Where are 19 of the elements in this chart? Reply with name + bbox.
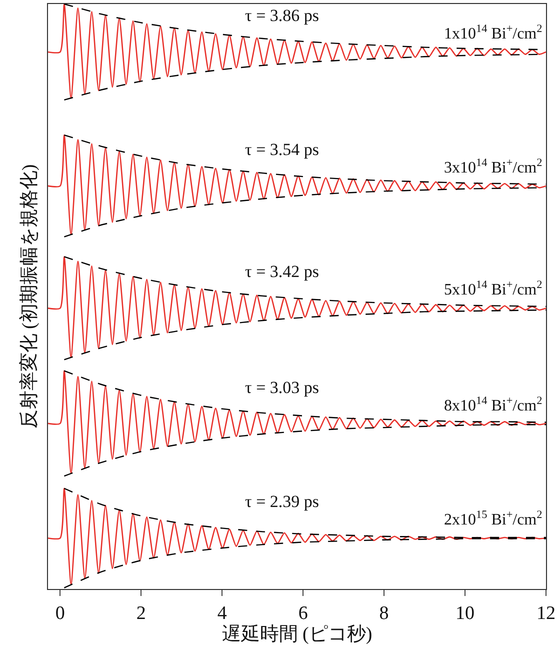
x-axis-title: 遅延時間 (ピコ秒) xyxy=(222,624,372,645)
annotation: τ = 2.39 ps xyxy=(245,492,320,511)
x-tick-label: 2 xyxy=(136,602,146,624)
annotation: 8x10$^{14}$ Bi$^{+}$/cm$^{2}$ xyxy=(444,395,542,415)
x-tick-label: 6 xyxy=(298,602,308,624)
x-tick-label: 4 xyxy=(217,602,228,624)
x-tick-label: 8 xyxy=(379,602,389,624)
annotation: 2x10$^{15}$ Bi$^{+}$/cm$^{2}$ xyxy=(444,509,542,529)
annotation: 5x10$^{14}$ Bi$^{+}$/cm$^{2}$ xyxy=(444,279,542,299)
annotation: τ = 3.54 ps xyxy=(245,140,320,159)
annotation: τ = 3.42 ps xyxy=(245,262,320,281)
x-tick-label: 10 xyxy=(456,602,475,624)
x-tick-label: 12 xyxy=(536,602,556,624)
x-tick-label: 0 xyxy=(55,602,65,624)
annotation: τ = 3.86 ps xyxy=(245,6,320,25)
y-axis-title: 反射率変化 (初期振幅を規格化) xyxy=(18,164,40,429)
annotation: τ = 3.03 ps xyxy=(245,378,320,397)
annotation: 1x10$^{14}$ Bi$^{+}$/cm$^{2}$ xyxy=(444,23,542,43)
annotation: 3x10$^{14}$ Bi$^{+}$/cm$^{2}$ xyxy=(444,157,542,177)
